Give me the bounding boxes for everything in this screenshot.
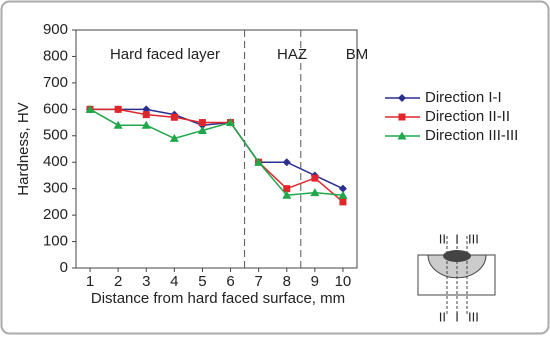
series-line [90, 108, 344, 203]
x-tick-label: 7 [254, 273, 262, 290]
marker [311, 174, 319, 182]
marker [338, 190, 348, 199]
marker [254, 157, 264, 166]
plot-area [75, 29, 358, 269]
legend-label: Direction II-II [425, 108, 510, 125]
y-tick-label: 100 [43, 233, 68, 250]
y-tick-label: 700 [43, 74, 68, 91]
marker [198, 119, 206, 127]
x-tick-label: 6 [226, 273, 234, 290]
x-tick-label: 10 [335, 273, 352, 290]
marker [310, 188, 320, 197]
schematic-label: II [439, 309, 446, 324]
marker [397, 131, 407, 140]
marker [170, 113, 178, 121]
schematic-label: I [455, 231, 459, 246]
schematic-label: I [455, 309, 459, 324]
x-tick-label: 1 [86, 273, 94, 290]
y-tick-label: 500 [43, 127, 68, 144]
marker [283, 185, 291, 193]
marker [339, 198, 347, 206]
marker [114, 105, 122, 113]
schematic-label: III [468, 309, 479, 324]
marker [197, 125, 207, 134]
marker [398, 94, 406, 102]
marker [398, 113, 406, 121]
y-tick-label: 900 [43, 21, 68, 38]
x-tick-label: 2 [114, 273, 122, 290]
x-tick-label: 8 [283, 273, 291, 290]
y-tick-label: 200 [43, 206, 68, 223]
marker [85, 104, 95, 113]
marker [141, 120, 151, 129]
y-tick-label: 600 [43, 100, 68, 117]
series-line [90, 108, 344, 190]
x-tick-label: 3 [142, 273, 150, 290]
annotation: BM [346, 46, 369, 63]
marker [282, 158, 291, 167]
x-tick-label: 9 [311, 273, 319, 290]
schematic: II I III II I III [417, 231, 496, 324]
schematic-label: II [439, 231, 446, 246]
annotation: HAZ [277, 46, 307, 63]
x-tick-label: 5 [198, 273, 206, 290]
y-tick-label: 400 [43, 153, 68, 170]
marker [282, 190, 292, 199]
x-tick-label: 4 [170, 273, 178, 290]
y-axis-label: Hardness, HV [15, 102, 32, 195]
schematic-label: III [468, 231, 479, 246]
series-line [89, 108, 344, 197]
marker [142, 111, 150, 119]
legend-label: Direction I-I [425, 89, 502, 106]
annotation: Hard faced layer [110, 46, 220, 63]
marker [169, 133, 179, 142]
y-tick-label: 800 [43, 47, 68, 64]
y-tick-label: 300 [43, 180, 68, 197]
marker [226, 118, 236, 127]
marker [113, 120, 123, 129]
x-axis-label: Distance from hard faced surface, mm [91, 290, 345, 307]
legend-label: Direction III-III [425, 127, 518, 144]
y-tick-label: 0 [60, 259, 68, 276]
marker [338, 184, 347, 193]
